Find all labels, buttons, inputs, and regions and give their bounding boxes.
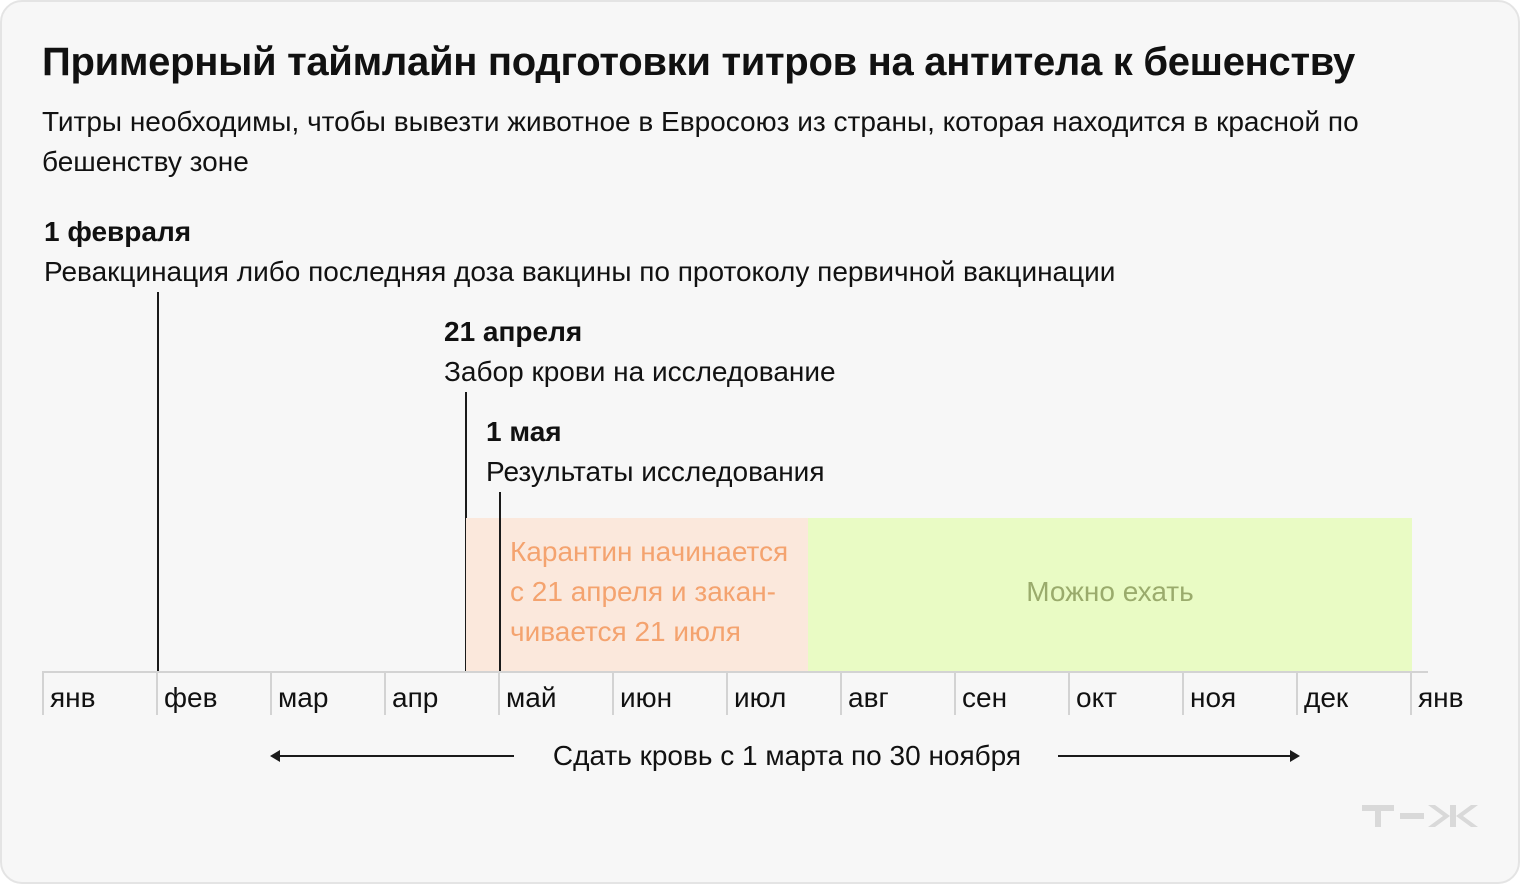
month-label: июн [620,682,673,713]
timeline-axis [42,671,1428,673]
month-label: янв [1418,682,1464,713]
month-tick: авг [840,673,956,715]
blood-window-line-left [278,755,514,757]
event-revaccination-marker [157,292,159,672]
month-label: апр [392,682,439,713]
event-text: Ревакцинация либо последняя доза вакцины… [44,256,1116,287]
arrow-left-icon [270,750,280,762]
event-results-marker [499,492,501,672]
quarantine-label-line: с 21 апреля и закан- [510,576,776,607]
month-label: дек [1304,682,1349,713]
blood-window-label: Сдать кровь с 1 марта по 30 ноября [552,740,1022,771]
blood-window-line-right [1058,755,1292,757]
travel-label: Можно ехать [1026,576,1194,607]
month-label: окт [1076,682,1117,713]
event-date: 1 мая [486,416,562,447]
tzh-logo-icon [1362,805,1478,827]
event-revaccination: 1 февраля Ревакцинация либо последняя до… [44,212,1115,292]
event-text: Результаты исследования [486,456,825,487]
month-tick: ноя [1182,673,1298,715]
month-tick: май [498,673,614,715]
month-tick: дек [1296,673,1412,715]
month-label: фев [164,682,218,713]
event-text: Забор крови на исследование [444,356,836,387]
month-tick: июн [612,673,728,715]
month-label: май [506,682,557,713]
month-label: авг [848,682,889,713]
event-date: 1 февраля [44,216,192,247]
month-label: мар [278,682,329,713]
month-tick: апр [384,673,500,715]
month-tick: сен [954,673,1070,715]
month-tick: июл [726,673,842,715]
month-tick: янв [1410,673,1482,715]
travel-zone [808,518,1412,672]
quarantine-label-line: чивается 21 июля [510,616,741,647]
month-label: янв [50,682,96,713]
month-tick: мар [270,673,386,715]
quarantine-label-line: Карантин начинается [510,536,789,567]
event-blood-sample: 21 апреля Забор крови на исследование [444,312,836,392]
event-date: 21 апреля [444,316,583,347]
month-tick: фев [156,673,272,715]
page-title: Примерный таймлайн подготовки титров на … [42,40,1355,84]
quarantine-zone [466,518,808,672]
arrow-right-icon [1290,750,1300,762]
month-label: июл [734,682,787,713]
event-results: 1 мая Результаты исследования [486,412,825,492]
month-label: сен [962,682,1008,713]
month-tick: окт [1068,673,1184,715]
month-tick: янв [42,673,158,715]
quarantine-label: Карантин начинается с 21 апреля и закан-… [510,532,840,652]
month-label: ноя [1190,682,1237,713]
page-subtitle: Титры необходимы, чтобы вывезти животное… [42,106,1359,177]
